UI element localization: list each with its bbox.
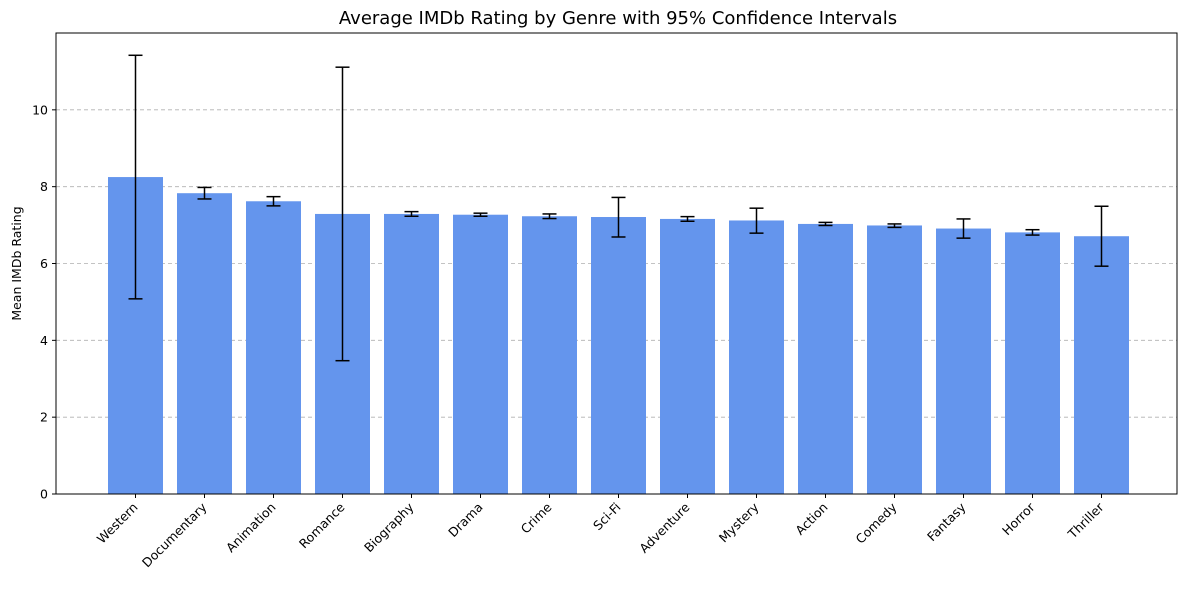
error-bar-adventure [680, 215, 695, 222]
bar-action [798, 223, 853, 494]
bar-horror [1005, 232, 1060, 494]
error-bar-western [128, 54, 143, 300]
error-bars [128, 54, 1109, 362]
bar-crime [522, 216, 577, 494]
error-bar-crime [542, 213, 557, 220]
x-tick-label-western: Western [94, 500, 141, 547]
bar-biography [384, 213, 439, 494]
x-tick-label-drama: Drama [445, 500, 485, 540]
error-bar-documentary [197, 186, 212, 200]
error-bar-comedy [887, 223, 902, 229]
bar-fantasy [936, 228, 991, 494]
error-bar-animation [266, 195, 281, 207]
bar-adventure [660, 218, 715, 495]
bar-thriller [1074, 236, 1129, 494]
y-tick-label: 4 [40, 333, 48, 348]
bar-documentary [177, 193, 232, 494]
x-tick-label-romance: Romance [296, 499, 348, 551]
y-axis-ticks: 0 2 4 6 8 10 [32, 102, 56, 502]
error-bar-fantasy [956, 218, 971, 239]
error-bar-romance [335, 66, 350, 362]
x-tick-label-thriller: Thriller [1064, 499, 1107, 542]
y-tick-label: 10 [32, 102, 48, 117]
y-axis-label: Mean IMDb Rating [9, 206, 24, 320]
x-tick-label-animation: Animation [223, 500, 279, 556]
x-tick-label-fantasy: Fantasy [924, 499, 969, 544]
error-bar-action [818, 221, 833, 227]
error-bar-mystery [749, 207, 764, 234]
error-bar-horror [1025, 228, 1040, 236]
y-tick-label: 2 [40, 410, 48, 425]
bar-mystery [729, 220, 784, 494]
y-tick-label: 6 [40, 256, 48, 271]
bar-comedy [867, 225, 922, 494]
x-tick-label-sci-fi: Sci-Fi [590, 500, 624, 534]
x-tick-label-horror: Horror [999, 499, 1038, 538]
x-tick-label-crime: Crime [518, 499, 555, 536]
x-tick-label-biography: Biography [361, 499, 417, 555]
y-tick-label: 0 [40, 487, 48, 502]
x-tick-label-mystery: Mystery [716, 499, 762, 545]
y-tick-label: 8 [40, 179, 48, 194]
x-tick-label-action: Action [792, 500, 830, 538]
error-bar-biography [404, 210, 419, 217]
x-tick-label-adventure: Adventure [636, 499, 693, 556]
x-tick-label-comedy: Comedy [853, 499, 901, 547]
error-bar-drama [473, 212, 488, 217]
x-tick-label-documentary: Documentary [139, 499, 210, 570]
bar-animation [246, 201, 301, 494]
error-bar-thriller [1094, 205, 1109, 267]
chart-title: Average IMDb Rating by Genre with 95% Co… [339, 8, 897, 29]
bar-sci-fi [591, 217, 646, 494]
bar-drama [453, 214, 508, 495]
error-bar-sci-fi [611, 196, 626, 238]
